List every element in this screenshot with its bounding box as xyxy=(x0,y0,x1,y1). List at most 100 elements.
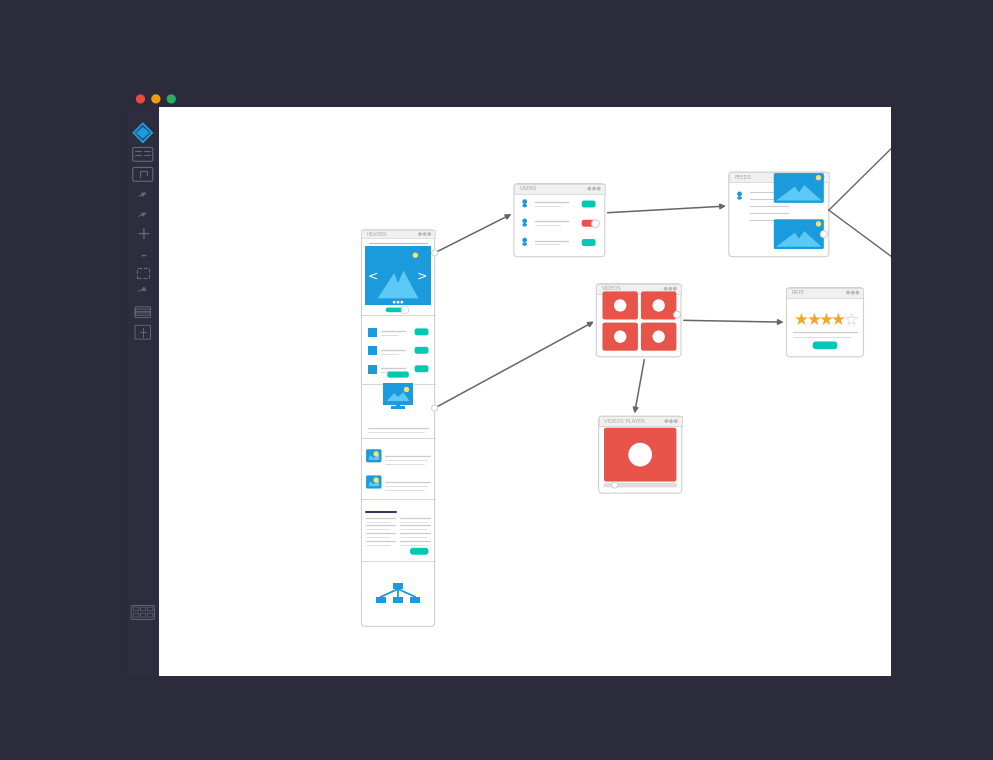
Polygon shape xyxy=(136,127,150,139)
Polygon shape xyxy=(368,454,379,460)
Circle shape xyxy=(167,94,176,103)
Polygon shape xyxy=(386,392,409,401)
Circle shape xyxy=(673,287,677,290)
Circle shape xyxy=(851,290,855,294)
Circle shape xyxy=(669,420,673,423)
Polygon shape xyxy=(618,302,624,309)
Text: VIDEOS: VIDEOS xyxy=(602,287,622,291)
Circle shape xyxy=(404,387,409,392)
Circle shape xyxy=(373,477,378,483)
Circle shape xyxy=(811,175,815,179)
FancyBboxPatch shape xyxy=(375,251,421,301)
FancyBboxPatch shape xyxy=(603,322,638,350)
Circle shape xyxy=(401,306,409,314)
FancyBboxPatch shape xyxy=(774,173,824,203)
FancyBboxPatch shape xyxy=(640,291,676,319)
FancyBboxPatch shape xyxy=(582,220,596,226)
Bar xyxy=(786,287,864,298)
Circle shape xyxy=(614,331,627,343)
Circle shape xyxy=(400,301,403,303)
FancyBboxPatch shape xyxy=(361,230,435,626)
Bar xyxy=(367,346,377,356)
Text: ★: ★ xyxy=(819,311,834,329)
Bar xyxy=(396,404,400,407)
Circle shape xyxy=(373,451,378,457)
FancyBboxPatch shape xyxy=(387,372,409,378)
Polygon shape xyxy=(777,185,821,201)
Circle shape xyxy=(673,312,680,318)
FancyBboxPatch shape xyxy=(604,428,676,482)
Circle shape xyxy=(673,420,677,423)
Bar xyxy=(361,230,435,239)
Ellipse shape xyxy=(522,204,527,207)
Bar xyxy=(367,365,377,374)
Circle shape xyxy=(614,299,627,312)
Circle shape xyxy=(816,175,821,180)
Bar xyxy=(127,91,892,106)
FancyBboxPatch shape xyxy=(603,291,638,319)
Ellipse shape xyxy=(522,242,527,246)
Polygon shape xyxy=(656,334,662,340)
Circle shape xyxy=(522,238,527,242)
Text: <: < xyxy=(367,269,378,282)
Text: RATE: RATE xyxy=(791,290,805,295)
Circle shape xyxy=(588,187,591,191)
Circle shape xyxy=(664,420,668,423)
Circle shape xyxy=(427,232,431,236)
Circle shape xyxy=(423,232,427,236)
FancyBboxPatch shape xyxy=(415,347,428,353)
FancyBboxPatch shape xyxy=(812,341,837,349)
Bar xyxy=(729,172,829,182)
Circle shape xyxy=(151,94,161,103)
Text: ★: ★ xyxy=(831,311,846,329)
Circle shape xyxy=(668,287,672,290)
FancyBboxPatch shape xyxy=(366,476,381,489)
FancyBboxPatch shape xyxy=(384,385,412,404)
Circle shape xyxy=(855,290,859,294)
FancyBboxPatch shape xyxy=(366,449,381,462)
Bar xyxy=(599,416,682,426)
Text: ☆: ☆ xyxy=(843,311,858,329)
Circle shape xyxy=(629,443,652,467)
FancyBboxPatch shape xyxy=(582,201,596,207)
Text: ★: ★ xyxy=(794,311,809,329)
Circle shape xyxy=(737,192,742,196)
Circle shape xyxy=(612,482,618,488)
FancyBboxPatch shape xyxy=(604,483,676,487)
Circle shape xyxy=(652,299,665,312)
Circle shape xyxy=(816,175,820,179)
Bar xyxy=(393,597,403,603)
FancyBboxPatch shape xyxy=(729,172,829,257)
Bar xyxy=(514,184,605,194)
Circle shape xyxy=(522,199,527,204)
Circle shape xyxy=(418,232,422,236)
Bar xyxy=(597,283,681,293)
Circle shape xyxy=(522,218,527,223)
Bar xyxy=(376,597,386,603)
Polygon shape xyxy=(368,480,379,486)
Circle shape xyxy=(652,331,665,343)
Text: VIDEOS PLAYER: VIDEOS PLAYER xyxy=(604,419,644,423)
FancyBboxPatch shape xyxy=(786,287,864,357)
Bar xyxy=(367,328,377,337)
Bar xyxy=(391,407,405,409)
Polygon shape xyxy=(618,334,624,340)
Bar xyxy=(410,597,420,603)
Circle shape xyxy=(396,301,399,303)
Text: ★: ★ xyxy=(806,311,821,329)
Polygon shape xyxy=(637,448,646,461)
FancyBboxPatch shape xyxy=(514,184,605,257)
Circle shape xyxy=(816,221,821,226)
Circle shape xyxy=(393,301,395,303)
FancyBboxPatch shape xyxy=(415,366,428,372)
Circle shape xyxy=(136,94,145,103)
Text: FEEDS: FEEDS xyxy=(734,175,751,179)
Circle shape xyxy=(413,252,418,258)
Bar xyxy=(382,383,413,405)
FancyBboxPatch shape xyxy=(774,220,824,249)
Bar xyxy=(127,106,159,676)
Text: USERS: USERS xyxy=(519,186,537,191)
Circle shape xyxy=(432,405,438,411)
Polygon shape xyxy=(656,302,662,309)
Circle shape xyxy=(432,250,438,256)
